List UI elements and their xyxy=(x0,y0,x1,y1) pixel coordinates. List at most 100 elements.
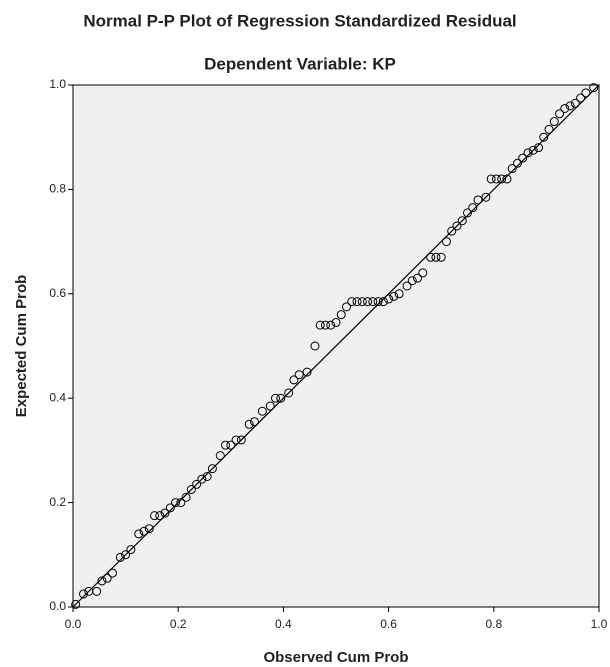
data-point xyxy=(249,417,259,427)
data-point xyxy=(171,498,181,508)
data-point xyxy=(352,297,362,307)
data-point xyxy=(92,586,102,596)
data-point xyxy=(79,589,89,599)
data-point xyxy=(115,552,125,562)
x-tick-label: 0.4 xyxy=(275,617,292,631)
y-tick-label: 1.0 xyxy=(49,77,66,91)
data-point xyxy=(265,401,275,411)
x-tick-label: 1.0 xyxy=(591,617,608,631)
x-tick-label: 0.6 xyxy=(380,617,397,631)
data-point xyxy=(473,195,483,205)
data-point xyxy=(215,451,225,461)
data-point xyxy=(320,320,330,330)
data-point xyxy=(539,132,549,142)
data-point xyxy=(202,472,212,481)
data-point xyxy=(342,302,352,312)
data-point xyxy=(447,226,457,236)
data-point xyxy=(315,320,325,330)
data-point xyxy=(302,367,312,377)
data-point xyxy=(560,103,570,113)
data-point xyxy=(497,174,507,184)
data-point xyxy=(555,109,565,119)
data-point xyxy=(518,153,528,163)
data-point xyxy=(576,93,586,103)
y-tick-label: 0.2 xyxy=(49,495,66,509)
data-point xyxy=(565,101,575,111)
data-point xyxy=(523,148,533,158)
data-point xyxy=(436,252,446,262)
data-point xyxy=(150,511,160,521)
data-point xyxy=(126,545,136,555)
data-point xyxy=(221,440,231,450)
data-point xyxy=(528,145,538,155)
data-point xyxy=(357,297,367,307)
data-point xyxy=(452,221,462,231)
data-point xyxy=(71,599,81,609)
data-point xyxy=(197,474,207,484)
data-point xyxy=(271,393,281,403)
data-point xyxy=(257,406,267,416)
data-point xyxy=(231,435,241,445)
data-point xyxy=(347,297,357,307)
data-point xyxy=(165,503,175,513)
y-tick-label: 0.0 xyxy=(49,599,66,613)
data-point xyxy=(192,479,202,489)
data-point xyxy=(468,203,478,213)
data-point xyxy=(331,318,341,328)
data-point xyxy=(463,208,472,218)
data-point xyxy=(502,174,512,184)
data-point xyxy=(378,297,388,307)
y-tick-label: 0.8 xyxy=(49,182,66,196)
data-point xyxy=(236,435,246,445)
data-point xyxy=(289,375,299,385)
data-point xyxy=(581,88,591,98)
data-point xyxy=(160,508,170,518)
data-point xyxy=(207,464,217,474)
data-point xyxy=(549,117,559,127)
chart-title: Normal P-P Plot of Regression Standardiz… xyxy=(83,11,516,30)
data-point xyxy=(155,511,165,521)
data-point xyxy=(394,289,404,299)
data-point xyxy=(276,393,286,403)
data-point xyxy=(363,297,373,307)
x-tick-label: 0.2 xyxy=(170,617,187,631)
data-point xyxy=(407,276,417,286)
data-point xyxy=(326,320,336,330)
data-point xyxy=(534,143,544,153)
data-point xyxy=(512,158,522,168)
data-point xyxy=(244,419,254,429)
data-point xyxy=(139,526,149,536)
data-point xyxy=(544,124,554,134)
data-point xyxy=(102,573,112,583)
data-point xyxy=(373,297,383,307)
data-point xyxy=(176,498,186,508)
data-point xyxy=(431,252,441,262)
data-point xyxy=(507,164,517,174)
data-point xyxy=(402,281,412,291)
data-point xyxy=(284,388,294,398)
data-point xyxy=(181,492,191,502)
chart-subtitle: Dependent Variable: KP xyxy=(204,54,396,73)
data-point xyxy=(294,370,304,380)
data-point xyxy=(418,268,428,278)
data-point xyxy=(310,341,320,351)
data-point xyxy=(589,83,599,93)
y-tick-label: 0.6 xyxy=(49,286,66,300)
data-point xyxy=(481,192,491,202)
data-point xyxy=(384,294,394,304)
data-point xyxy=(426,252,436,262)
data-point xyxy=(144,524,154,534)
data-point xyxy=(441,237,451,247)
y-tick-label: 0.4 xyxy=(49,390,66,404)
data-point xyxy=(121,550,131,560)
y-axis-label: Expected Cum Prob xyxy=(13,275,30,418)
data-point xyxy=(336,310,346,320)
x-axis-label: Observed Cum Prob xyxy=(263,649,408,666)
data-point xyxy=(97,576,107,586)
data-point xyxy=(413,273,423,283)
data-point xyxy=(491,174,501,184)
data-point xyxy=(389,291,399,301)
data-point xyxy=(186,485,196,495)
